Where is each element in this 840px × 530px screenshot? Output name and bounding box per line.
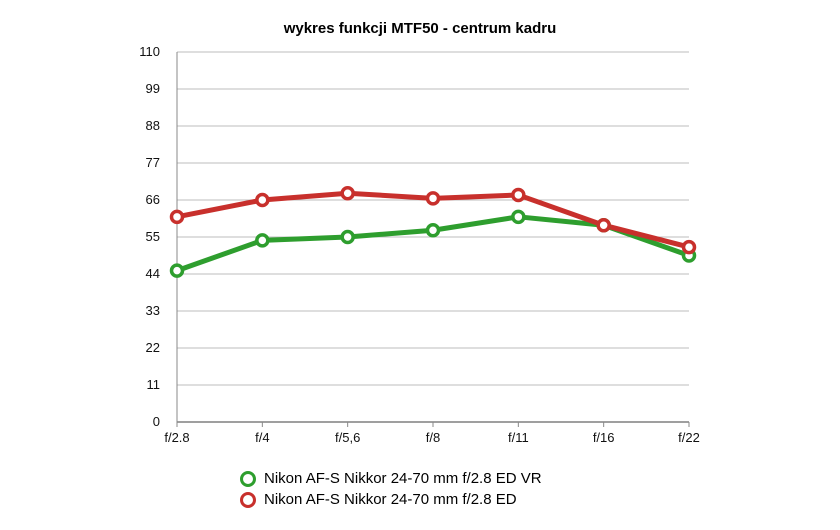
data-point-series-2 xyxy=(425,191,441,206)
legend-label-series-2: Nikon AF-S Nikkor 24-70 mm f/2.8 ED xyxy=(264,491,517,508)
chart-title: wykres funkcji MTF50 - centrum kadru xyxy=(283,20,557,37)
data-point-series-2 xyxy=(511,187,526,203)
y-axis-tick-labels: 0 11 22 33 44 55 66 77 88 99 110 xyxy=(139,44,160,429)
x-tick-label: f/22 xyxy=(678,430,700,445)
legend-item-series-2: Nikon AF-S Nikkor 24-70 mm f/2.8 ED xyxy=(240,489,542,510)
x-tick-label: f/4 xyxy=(255,430,269,445)
x-axis-tick-labels: f/2.8 f/4 f/5,6 f/8 f/11 f/16 f/22 xyxy=(164,430,699,445)
y-tick-label: 0 xyxy=(153,414,160,429)
data-point-series-1 xyxy=(340,229,355,245)
y-tick-label: 55 xyxy=(146,229,160,244)
data-point-series-2 xyxy=(169,209,185,225)
legend-marker-red-icon xyxy=(240,491,256,508)
legend-marker-green-icon xyxy=(240,470,256,487)
y-tick-label: 66 xyxy=(146,192,160,207)
legend-label-series-1: Nikon AF-S Nikkor 24-70 mm f/2.8 ED VR xyxy=(264,470,542,487)
data-point-series-2 xyxy=(681,239,697,255)
y-tick-label: 88 xyxy=(146,118,160,133)
x-tick-label: f/16 xyxy=(593,430,615,445)
data-point-series-2 xyxy=(340,186,355,201)
data-point-series-1 xyxy=(169,263,185,278)
y-tick-label: 110 xyxy=(139,44,160,59)
x-tick-label: f/2.8 xyxy=(164,430,189,445)
x-tick-label: f/8 xyxy=(426,430,440,445)
y-tick-label: 11 xyxy=(147,377,161,392)
legend: Nikon AF-S Nikkor 24-70 mm f/2.8 ED VR N… xyxy=(240,468,542,510)
data-point-series-2 xyxy=(596,217,611,233)
data-point-series-2 xyxy=(255,192,270,208)
data-point-series-1 xyxy=(511,209,526,225)
data-point-series-1 xyxy=(425,223,441,238)
y-tick-label: 22 xyxy=(146,340,160,355)
x-tick-label: f/11 xyxy=(508,430,529,445)
gridlines xyxy=(176,51,690,427)
data-point-series-1 xyxy=(255,233,270,248)
y-tick-label: 44 xyxy=(146,266,160,281)
x-tick-label: f/5,6 xyxy=(335,430,360,445)
y-tick-label: 77 xyxy=(146,155,160,170)
y-tick-label: 99 xyxy=(146,81,160,96)
series-lines xyxy=(169,186,697,278)
y-tick-label: 33 xyxy=(146,303,160,318)
legend-item-series-1: Nikon AF-S Nikkor 24-70 mm f/2.8 ED VR xyxy=(240,468,542,489)
